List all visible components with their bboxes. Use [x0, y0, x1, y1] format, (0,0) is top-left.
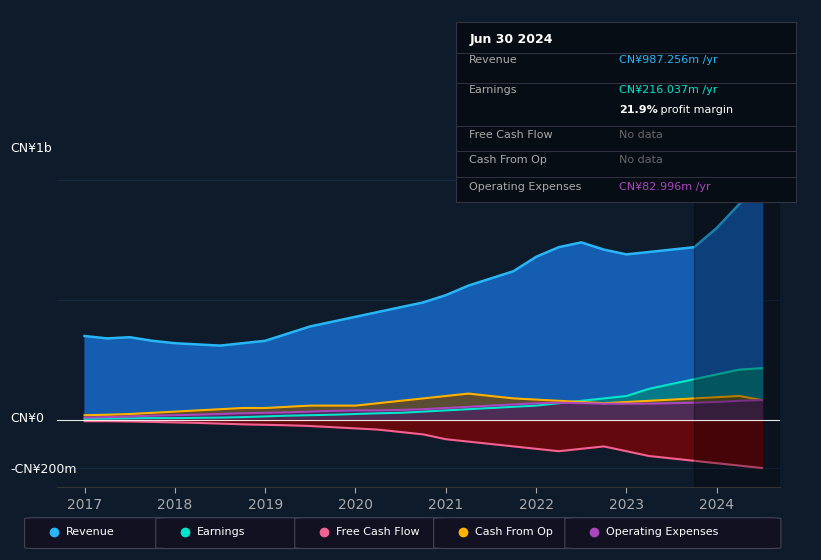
Text: Earnings: Earnings — [197, 527, 245, 537]
Text: Operating Expenses: Operating Expenses — [606, 527, 718, 537]
Text: Earnings: Earnings — [470, 86, 518, 96]
Bar — [695, 168, 780, 487]
FancyBboxPatch shape — [25, 517, 175, 549]
Text: No data: No data — [619, 155, 663, 165]
Text: CN¥1b: CN¥1b — [11, 142, 53, 155]
Text: 21.9%: 21.9% — [619, 105, 658, 115]
Text: Cash From Op: Cash From Op — [470, 155, 547, 165]
FancyBboxPatch shape — [295, 517, 445, 549]
Text: CN¥216.037m /yr: CN¥216.037m /yr — [619, 86, 718, 96]
Text: Revenue: Revenue — [470, 55, 518, 65]
Text: Jun 30 2024: Jun 30 2024 — [470, 33, 553, 46]
FancyBboxPatch shape — [433, 517, 585, 549]
Text: CN¥987.256m /yr: CN¥987.256m /yr — [619, 55, 718, 65]
Text: CN¥0: CN¥0 — [11, 412, 44, 425]
Text: No data: No data — [619, 130, 663, 141]
Text: CN¥82.996m /yr: CN¥82.996m /yr — [619, 182, 711, 192]
Text: Cash From Op: Cash From Op — [475, 527, 553, 537]
FancyBboxPatch shape — [156, 517, 306, 549]
Text: profit margin: profit margin — [657, 105, 733, 115]
FancyBboxPatch shape — [565, 517, 781, 549]
Text: Revenue: Revenue — [66, 527, 114, 537]
Text: Free Cash Flow: Free Cash Flow — [470, 130, 553, 141]
Text: Free Cash Flow: Free Cash Flow — [336, 527, 420, 537]
Text: Operating Expenses: Operating Expenses — [470, 182, 581, 192]
Text: -CN¥200m: -CN¥200m — [11, 463, 77, 476]
